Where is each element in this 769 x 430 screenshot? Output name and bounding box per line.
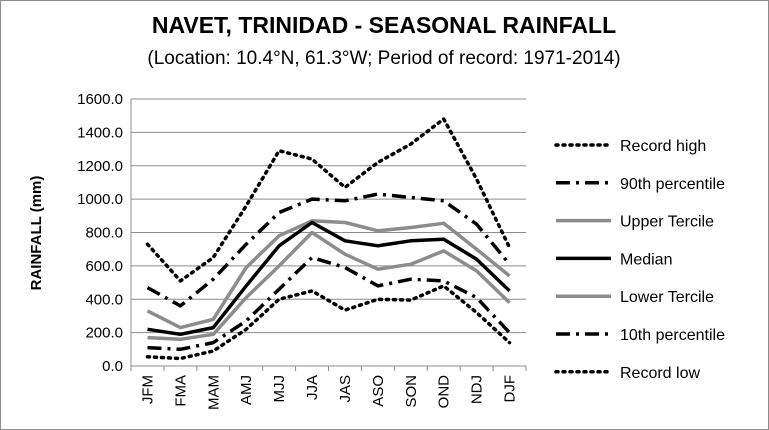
- y-tick-label: 600.0: [85, 258, 123, 275]
- legend-label: 10th percentile: [620, 327, 725, 344]
- legend-label: Median: [620, 251, 672, 268]
- x-tick-label: ASO: [370, 375, 387, 407]
- x-tick-label: NDJ: [469, 375, 486, 404]
- x-tick-labels: JFM FMA MAM AMJ MJJ JJA JAS ASO SON OND NDJ DJF: [139, 375, 518, 410]
- legend-label: 90th percentile: [620, 176, 725, 193]
- axes: [130, 99, 527, 371]
- x-tick-label: MJJ: [271, 375, 288, 403]
- chart-title: NAVET, TRINIDAD - SEASONAL RAINFALL: [152, 12, 616, 38]
- legend-label: Record high: [620, 138, 706, 155]
- x-tick-label: SON: [403, 375, 420, 408]
- y-tick-label: 1400.0: [77, 124, 123, 141]
- legend-label: Lower Tercile: [620, 289, 714, 306]
- series-line-record-high: [145, 117, 512, 283]
- y-tick-label: 1600.0: [77, 91, 123, 108]
- x-tick-label: FMA: [172, 375, 189, 407]
- y-tick-label: 0.0: [102, 358, 123, 375]
- y-tick-label: 200.0: [85, 325, 123, 342]
- series-line-record-low: [145, 284, 512, 361]
- x-tick-label: OND: [436, 375, 453, 409]
- series-line-upper-tercile: [146, 219, 511, 330]
- y-tick-label: 800.0: [85, 225, 123, 242]
- legend-label: Upper Tercile: [620, 214, 714, 231]
- legend-label: Record low: [620, 365, 700, 382]
- y-tick-label: 400.0: [85, 291, 123, 308]
- series-line-90th-percentile: [146, 192, 511, 308]
- y-tick-labels: 0.0 200.0 400.0 600.0 800.0 1000.0 1200.0 1400.…: [77, 91, 123, 375]
- series-lines: [145, 117, 512, 361]
- series-line-lower-tercile: [147, 230, 511, 342]
- x-tick-label: JAS: [337, 375, 354, 403]
- series-line-10th-percentile: [147, 255, 511, 352]
- x-tick-label: DJF: [502, 375, 519, 403]
- y-axis-label: RAINFALL (mm): [28, 176, 45, 291]
- legend: Record high 90th percentile Upper Tercile M…: [554, 138, 725, 382]
- series-line-median: [147, 220, 511, 337]
- x-tick-label: JFM: [139, 375, 156, 404]
- x-tick-label: JJA: [304, 375, 321, 400]
- x-tick-label: AMJ: [238, 375, 255, 405]
- chart-subtitle: (Location: 10.4°N, 61.3°W; Period of rec…: [147, 48, 620, 69]
- x-tick-label: MAM: [205, 375, 222, 410]
- y-tick-label: 1200.0: [77, 158, 123, 175]
- y-tick-label: 1000.0: [77, 191, 123, 208]
